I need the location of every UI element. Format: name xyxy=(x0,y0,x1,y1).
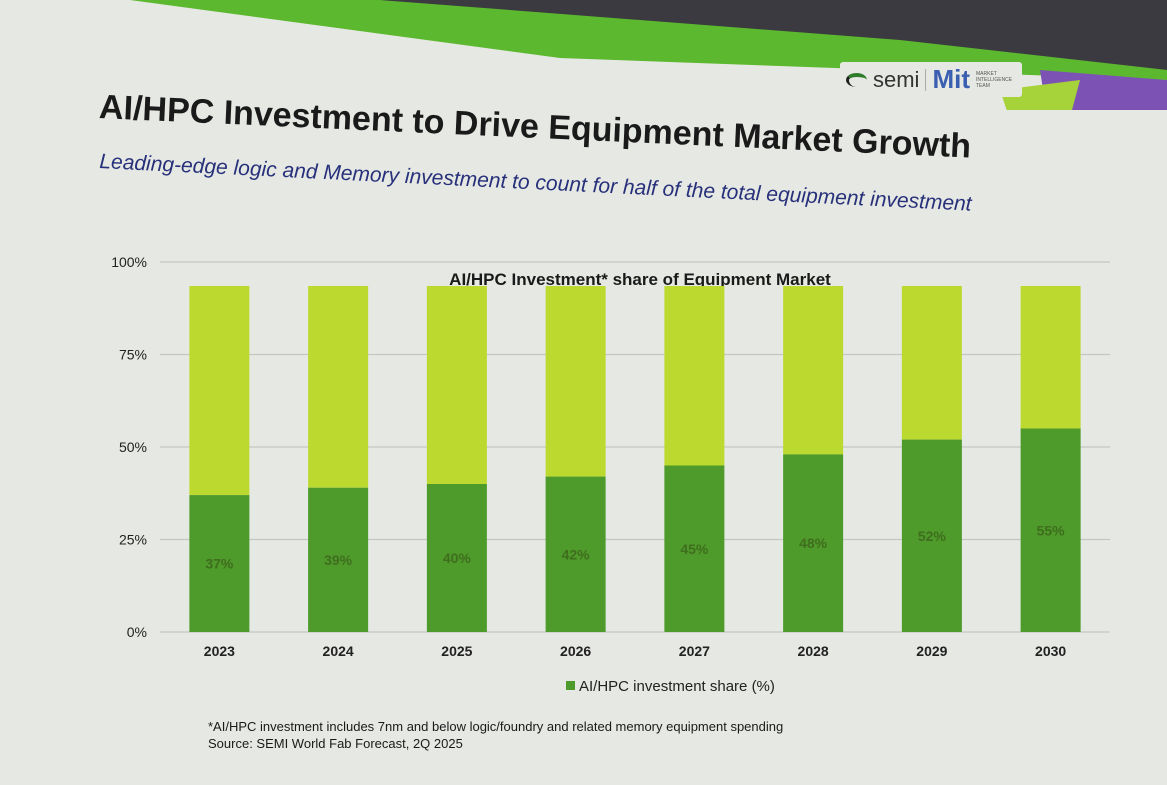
mit-subtitle: MARKET INTELLIGENCE TEAM xyxy=(976,70,1013,89)
bar-aihpc-2029 xyxy=(901,439,962,632)
logo-divider xyxy=(925,68,927,91)
bar-aihpc-2025 xyxy=(426,484,487,632)
bar-other-2023 xyxy=(189,286,250,496)
bar-aihpc-2027 xyxy=(664,465,725,632)
footnote: *AI/HPC investment includes 7nm and belo… xyxy=(208,718,783,752)
bar-other-2026 xyxy=(545,286,606,477)
x-tick-label: 2025 xyxy=(441,643,472,659)
data-label: 40% xyxy=(443,550,472,566)
chart-title: AI/HPC Investment* share of Equipment Ma… xyxy=(449,270,831,289)
y-tick-label: 100% xyxy=(111,254,147,270)
bar-other-2029 xyxy=(901,286,962,440)
footnote-text: *AI/HPC investment includes 7nm and belo… xyxy=(208,719,784,734)
data-label: 37% xyxy=(205,556,234,572)
slide-background-decoration xyxy=(0,0,1167,110)
data-label: 42% xyxy=(562,546,591,562)
x-tick-label: 2028 xyxy=(798,643,829,659)
data-label: 55% xyxy=(1037,522,1066,538)
bar-aihpc-2026 xyxy=(545,476,606,632)
x-tick-label: 2023 xyxy=(204,643,235,659)
data-label: 39% xyxy=(324,552,353,568)
bar-aihpc-2023 xyxy=(189,495,250,632)
data-label: 48% xyxy=(799,535,828,551)
x-tick-label: 2030 xyxy=(1035,643,1066,659)
legend-swatch xyxy=(566,681,575,690)
y-tick-label: 50% xyxy=(119,439,147,455)
y-tick-label: 25% xyxy=(119,532,147,548)
bar-other-2025 xyxy=(426,286,487,484)
x-tick-label: 2024 xyxy=(323,643,354,659)
bar-other-2027 xyxy=(664,286,725,466)
mit-wordmark: Mit xyxy=(932,64,970,94)
bar-aihpc-2024 xyxy=(308,487,369,632)
data-label: 52% xyxy=(918,528,947,544)
bar-aihpc-2030 xyxy=(1020,428,1081,632)
x-tick-label: 2027 xyxy=(679,643,710,659)
bar-other-2030 xyxy=(1020,286,1081,429)
y-tick-label: 0% xyxy=(127,624,147,640)
y-tick-label: 75% xyxy=(119,347,147,363)
semi-logo: semi Mit MARKET INTELLIGENCE TEAM xyxy=(840,62,1022,97)
x-tick-label: 2026 xyxy=(560,643,591,659)
semi-wordmark: semi xyxy=(873,66,920,92)
bar-other-2024 xyxy=(308,286,369,488)
dark-header-band xyxy=(380,0,1167,70)
x-tick-label: 2029 xyxy=(916,643,947,659)
semi-swoosh-icon xyxy=(846,72,867,87)
data-label: 45% xyxy=(680,541,709,557)
bar-other-2028 xyxy=(783,286,844,455)
source-text: Source: SEMI World Fab Forecast, 2Q 2025 xyxy=(208,736,463,751)
legend-label: AI/HPC investment share (%) xyxy=(579,678,775,695)
bar-aihpc-2028 xyxy=(783,454,844,632)
